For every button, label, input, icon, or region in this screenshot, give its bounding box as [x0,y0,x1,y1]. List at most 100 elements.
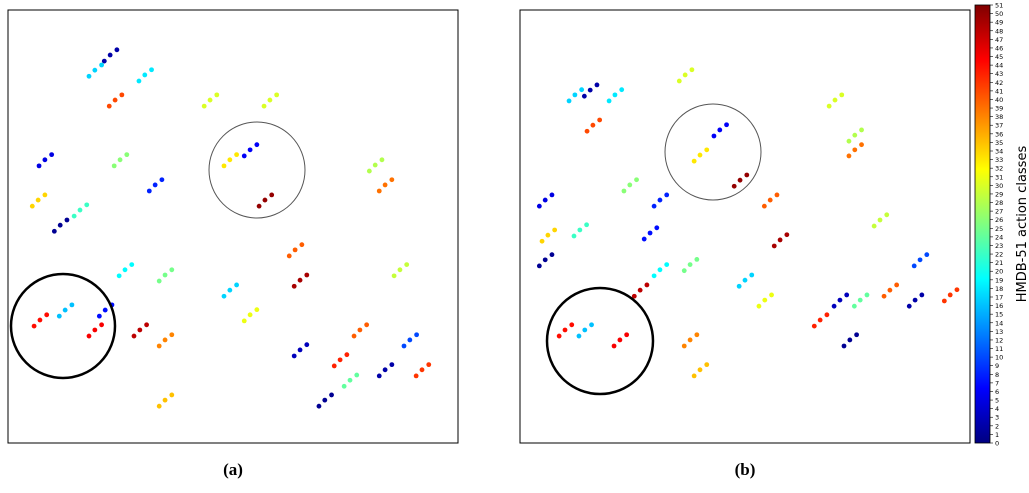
point [536,263,542,269]
tick-label: 38 [995,113,1003,121]
point [162,272,168,278]
point [831,303,837,309]
point [106,103,112,109]
point [637,287,643,293]
point [784,232,790,238]
point [71,213,77,219]
point [92,67,98,73]
point [269,192,275,198]
point [691,158,697,164]
point [159,177,165,183]
point [137,327,143,333]
point [769,292,774,298]
tick-label: 5 [995,397,999,405]
point [42,157,48,163]
point [859,142,864,148]
point [854,332,859,338]
point [214,92,220,98]
point [149,67,154,73]
point [624,332,630,338]
tick-label: 8 [995,371,999,379]
point [542,257,548,263]
point [146,188,152,194]
point [86,73,92,79]
tick-label: 34 [995,148,1003,156]
point [571,233,577,239]
tick-label: 13 [995,328,1003,336]
tick-label: 42 [995,79,1003,87]
point [744,172,750,178]
point [419,367,425,373]
point [590,122,596,128]
point [871,223,877,229]
point [391,273,397,279]
point [912,297,918,303]
point [549,192,555,198]
point [584,222,589,228]
point [631,293,637,299]
point [234,152,240,158]
tick-label: 16 [995,302,1003,310]
point [347,377,353,383]
point [344,352,350,358]
tick-label: 32 [995,165,1003,173]
point [382,182,388,188]
point [767,197,773,203]
point [36,163,42,169]
point [111,163,117,169]
point [372,162,378,168]
panel-frame [519,9,971,444]
tick-label: 49 [995,19,1003,27]
point [704,147,710,153]
point [549,252,555,258]
tick-label: 23 [995,242,1003,250]
point [366,168,372,174]
point [207,97,213,103]
point [156,343,162,349]
point [846,138,852,144]
caption: (b) [735,460,756,479]
point [241,318,247,324]
point [579,87,585,93]
caption: (a) [223,460,243,479]
point [724,122,729,128]
point [254,142,260,148]
point [651,203,657,209]
point [397,267,403,273]
point [556,333,562,339]
point [92,327,98,333]
point [664,192,670,198]
point [169,392,175,398]
point [576,333,582,339]
point [413,373,419,379]
point [136,78,142,84]
point [156,278,162,284]
point [297,347,303,353]
point [651,273,657,279]
point [291,283,297,289]
point [99,322,104,328]
point [292,247,298,253]
tick-label: 14 [995,319,1003,327]
point [704,362,710,368]
point [589,322,594,328]
point [414,332,419,338]
tick-label: 12 [995,336,1003,344]
point [657,267,663,273]
point [51,228,57,234]
point [49,152,55,158]
point [379,157,385,163]
point [221,293,227,299]
point [906,303,912,309]
point [382,367,388,373]
tick-label: 44 [995,62,1003,70]
point [582,327,588,333]
point [286,253,292,259]
point [606,98,612,104]
point [851,303,857,309]
point [404,262,410,268]
tick-label: 17 [995,294,1003,302]
point [887,287,893,293]
point [587,87,593,93]
